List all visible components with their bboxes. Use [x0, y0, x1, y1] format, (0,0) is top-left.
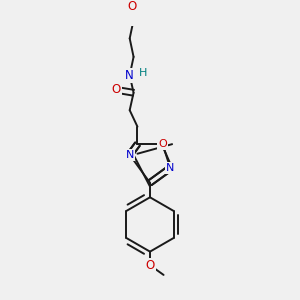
Text: O: O: [158, 139, 167, 149]
Text: N: N: [166, 163, 175, 173]
Text: H: H: [139, 68, 148, 78]
Text: O: O: [127, 0, 136, 13]
Text: N: N: [125, 150, 134, 160]
Text: O: O: [146, 259, 154, 272]
Text: O: O: [112, 83, 121, 96]
Text: N: N: [125, 69, 134, 82]
